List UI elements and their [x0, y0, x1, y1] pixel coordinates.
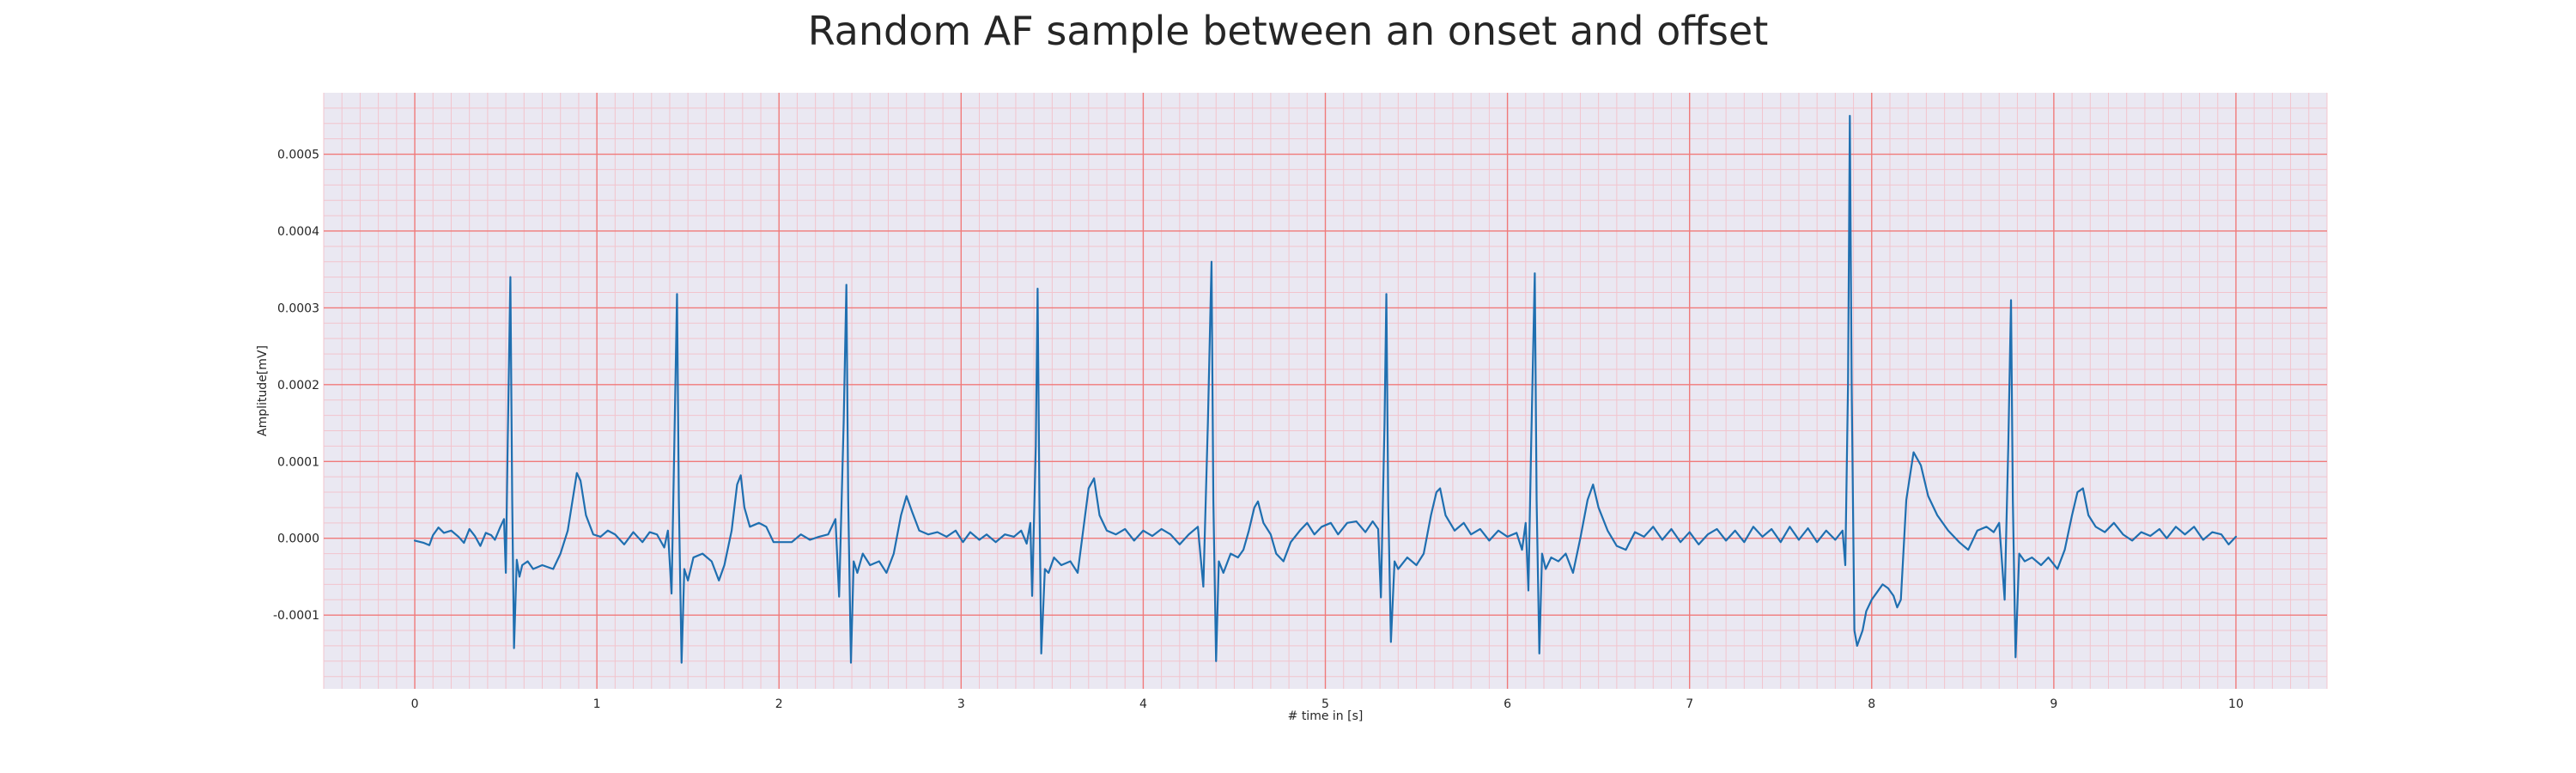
x-axis-ticks: 0 1 2 3 4 5 6 7 8 9 10	[411, 697, 2244, 711]
signal	[413, 114, 2238, 664]
x-tick-label: 10	[2228, 697, 2244, 711]
chart-title: Random AF sample between an onset and of…	[808, 8, 1769, 54]
x-tick-label: 1	[593, 697, 601, 711]
y-tick-label: 0.0000	[277, 533, 319, 546]
x-tick-label: 6	[1504, 697, 1511, 711]
y-tick-label: 0.0003	[277, 301, 319, 315]
x-tick-label: 0	[411, 697, 419, 711]
x-tick-label: 4	[1139, 697, 1147, 711]
y-tick-label: 0.0002	[277, 379, 319, 393]
major-grid	[324, 93, 2327, 689]
x-axis-label: # time in [s]	[1288, 709, 1364, 723]
y-tick-label: 0.0001	[277, 455, 319, 469]
y-axis-label: Amplitude[mV]	[256, 345, 270, 436]
x-tick-label: 8	[1868, 697, 1875, 711]
y-tick-label: -0.0001	[273, 609, 319, 623]
y-tick-label: 0.0004	[277, 225, 319, 239]
signal-line	[413, 114, 2238, 664]
y-axis-ticks: -0.0001 0.0000 0.0001 0.0002 0.0003 0.0004 0.0…	[273, 149, 319, 624]
x-tick-label: 9	[2050, 697, 2057, 711]
x-tick-label: 5	[1321, 697, 1329, 711]
x-tick-label: 2	[775, 697, 783, 711]
x-tick-label: 7	[1686, 697, 1693, 711]
y-tick-label: 0.0005	[277, 149, 319, 162]
x-tick-label: 3	[957, 697, 965, 711]
